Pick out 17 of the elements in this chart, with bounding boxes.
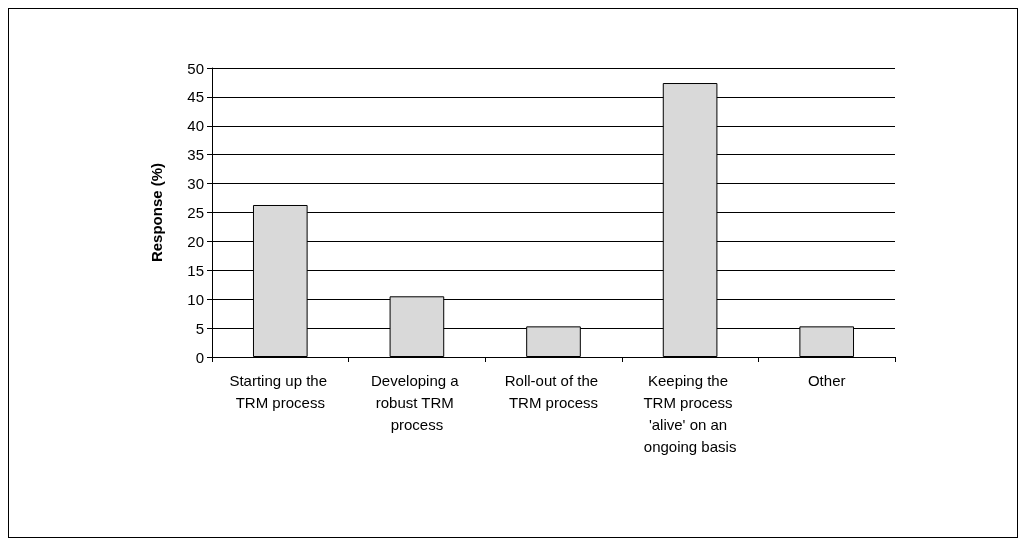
y-tick-label: 5 — [195, 319, 204, 337]
x-tick-label: Starting up the TRM process — [229, 371, 332, 411]
y-tick-label: 20 — [187, 232, 204, 250]
y-tick-label: 35 — [187, 146, 204, 164]
y-tick-label: 25 — [187, 204, 204, 221]
y-tick-label: 45 — [187, 88, 204, 106]
y-tick-label: 0 — [195, 348, 204, 366]
y-axis-title: Response (%) — [148, 162, 165, 263]
y-tick-label: 30 — [187, 175, 204, 193]
x-tick-label: Keeping the TRM process 'alive' on an ongoing basis — [643, 371, 737, 455]
y-tick-label: 40 — [187, 117, 204, 135]
y-tick-label: 50 — [187, 59, 204, 77]
y-tick-label: 15 — [187, 261, 204, 279]
x-tick-label: Other — [807, 371, 846, 389]
x-tick-label: Developing a robust TRM process — [371, 371, 463, 433]
x-tick-label: Roll-out of the TRM process — [504, 371, 603, 411]
y-tick-label: 10 — [187, 290, 204, 308]
